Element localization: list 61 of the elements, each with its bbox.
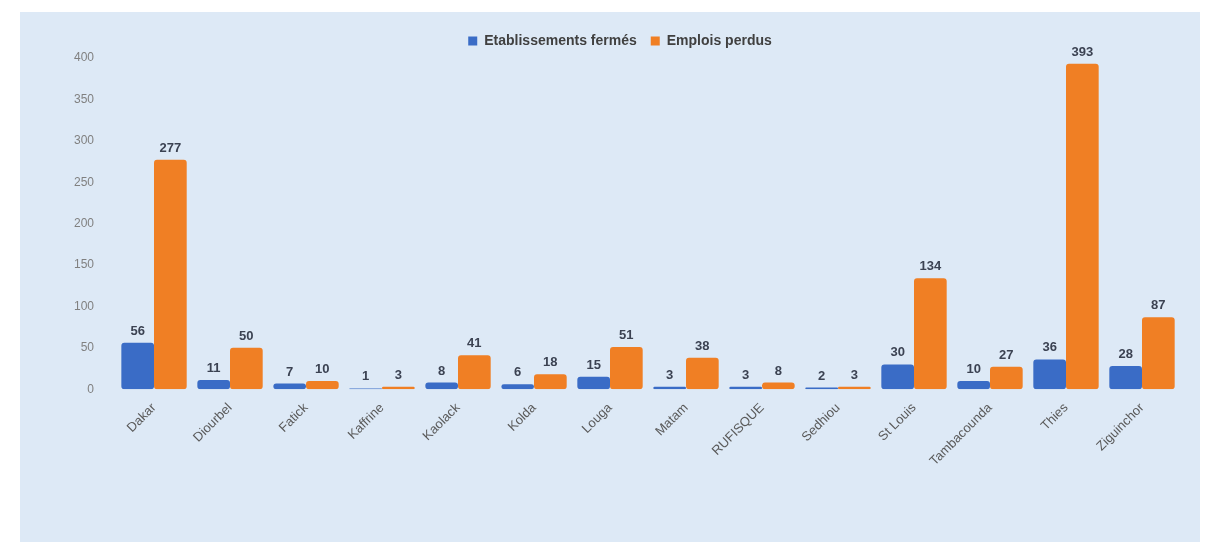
bar [154, 159, 187, 390]
data-label: 277 [159, 139, 182, 155]
bar [197, 380, 231, 390]
data-label: 87 [1151, 297, 1166, 313]
data-label: 8 [438, 362, 446, 378]
data-label: 6 [514, 364, 522, 380]
bar [501, 384, 535, 390]
data-label: 134 [919, 258, 942, 274]
bar [957, 380, 990, 390]
data-label: 10 [966, 361, 981, 377]
data-label: 3 [850, 366, 858, 382]
data-label: 56 [130, 322, 145, 338]
bar [273, 383, 307, 390]
data-label: 3 [666, 366, 674, 382]
bar [1066, 63, 1099, 390]
y-tick-label: 300 [73, 133, 95, 148]
data-label: 15 [586, 356, 601, 372]
bar [425, 382, 459, 390]
bar [762, 382, 795, 390]
y-tick-label: 100 [73, 298, 95, 313]
data-label: 41 [467, 335, 482, 351]
data-label: 51 [619, 327, 634, 343]
y-tick-label: 0 [87, 381, 95, 396]
data-label: 1 [362, 368, 370, 384]
data-label: 11 [206, 360, 221, 376]
data-label: 3 [742, 366, 750, 382]
bar [990, 366, 1023, 390]
bar [534, 374, 567, 390]
data-label: 10 [315, 361, 330, 377]
data-label: 3 [394, 366, 402, 382]
legend-label: Emplois perdus [666, 31, 772, 48]
bar [1109, 366, 1142, 390]
data-label: 8 [774, 362, 782, 378]
data-label: 27 [999, 346, 1014, 362]
bar [914, 278, 947, 390]
data-label: 50 [239, 327, 254, 343]
data-label: 28 [1118, 346, 1133, 362]
data-label: 38 [695, 337, 710, 353]
bar [121, 342, 155, 390]
data-label: 30 [890, 344, 905, 360]
y-tick-label: 350 [73, 91, 95, 106]
data-label: 393 [1071, 43, 1094, 59]
legend-label: Etablissements fermés [484, 31, 637, 48]
data-label: 36 [1042, 339, 1057, 355]
data-label: 7 [286, 363, 294, 379]
bar [458, 355, 491, 390]
bar [1033, 359, 1066, 390]
y-tick-label: 150 [73, 257, 95, 272]
y-tick-label: 50 [80, 340, 95, 355]
bar [577, 376, 611, 390]
bar [686, 357, 719, 390]
bar [610, 346, 643, 390]
data-label: 2 [818, 367, 826, 383]
bar [881, 364, 915, 390]
y-tick-label: 250 [73, 174, 95, 189]
bar [230, 347, 263, 390]
bar [306, 380, 339, 390]
data-label: 18 [543, 354, 558, 370]
y-tick-label: 400 [73, 50, 95, 65]
bar [1142, 317, 1175, 390]
y-tick-label: 200 [73, 215, 95, 230]
